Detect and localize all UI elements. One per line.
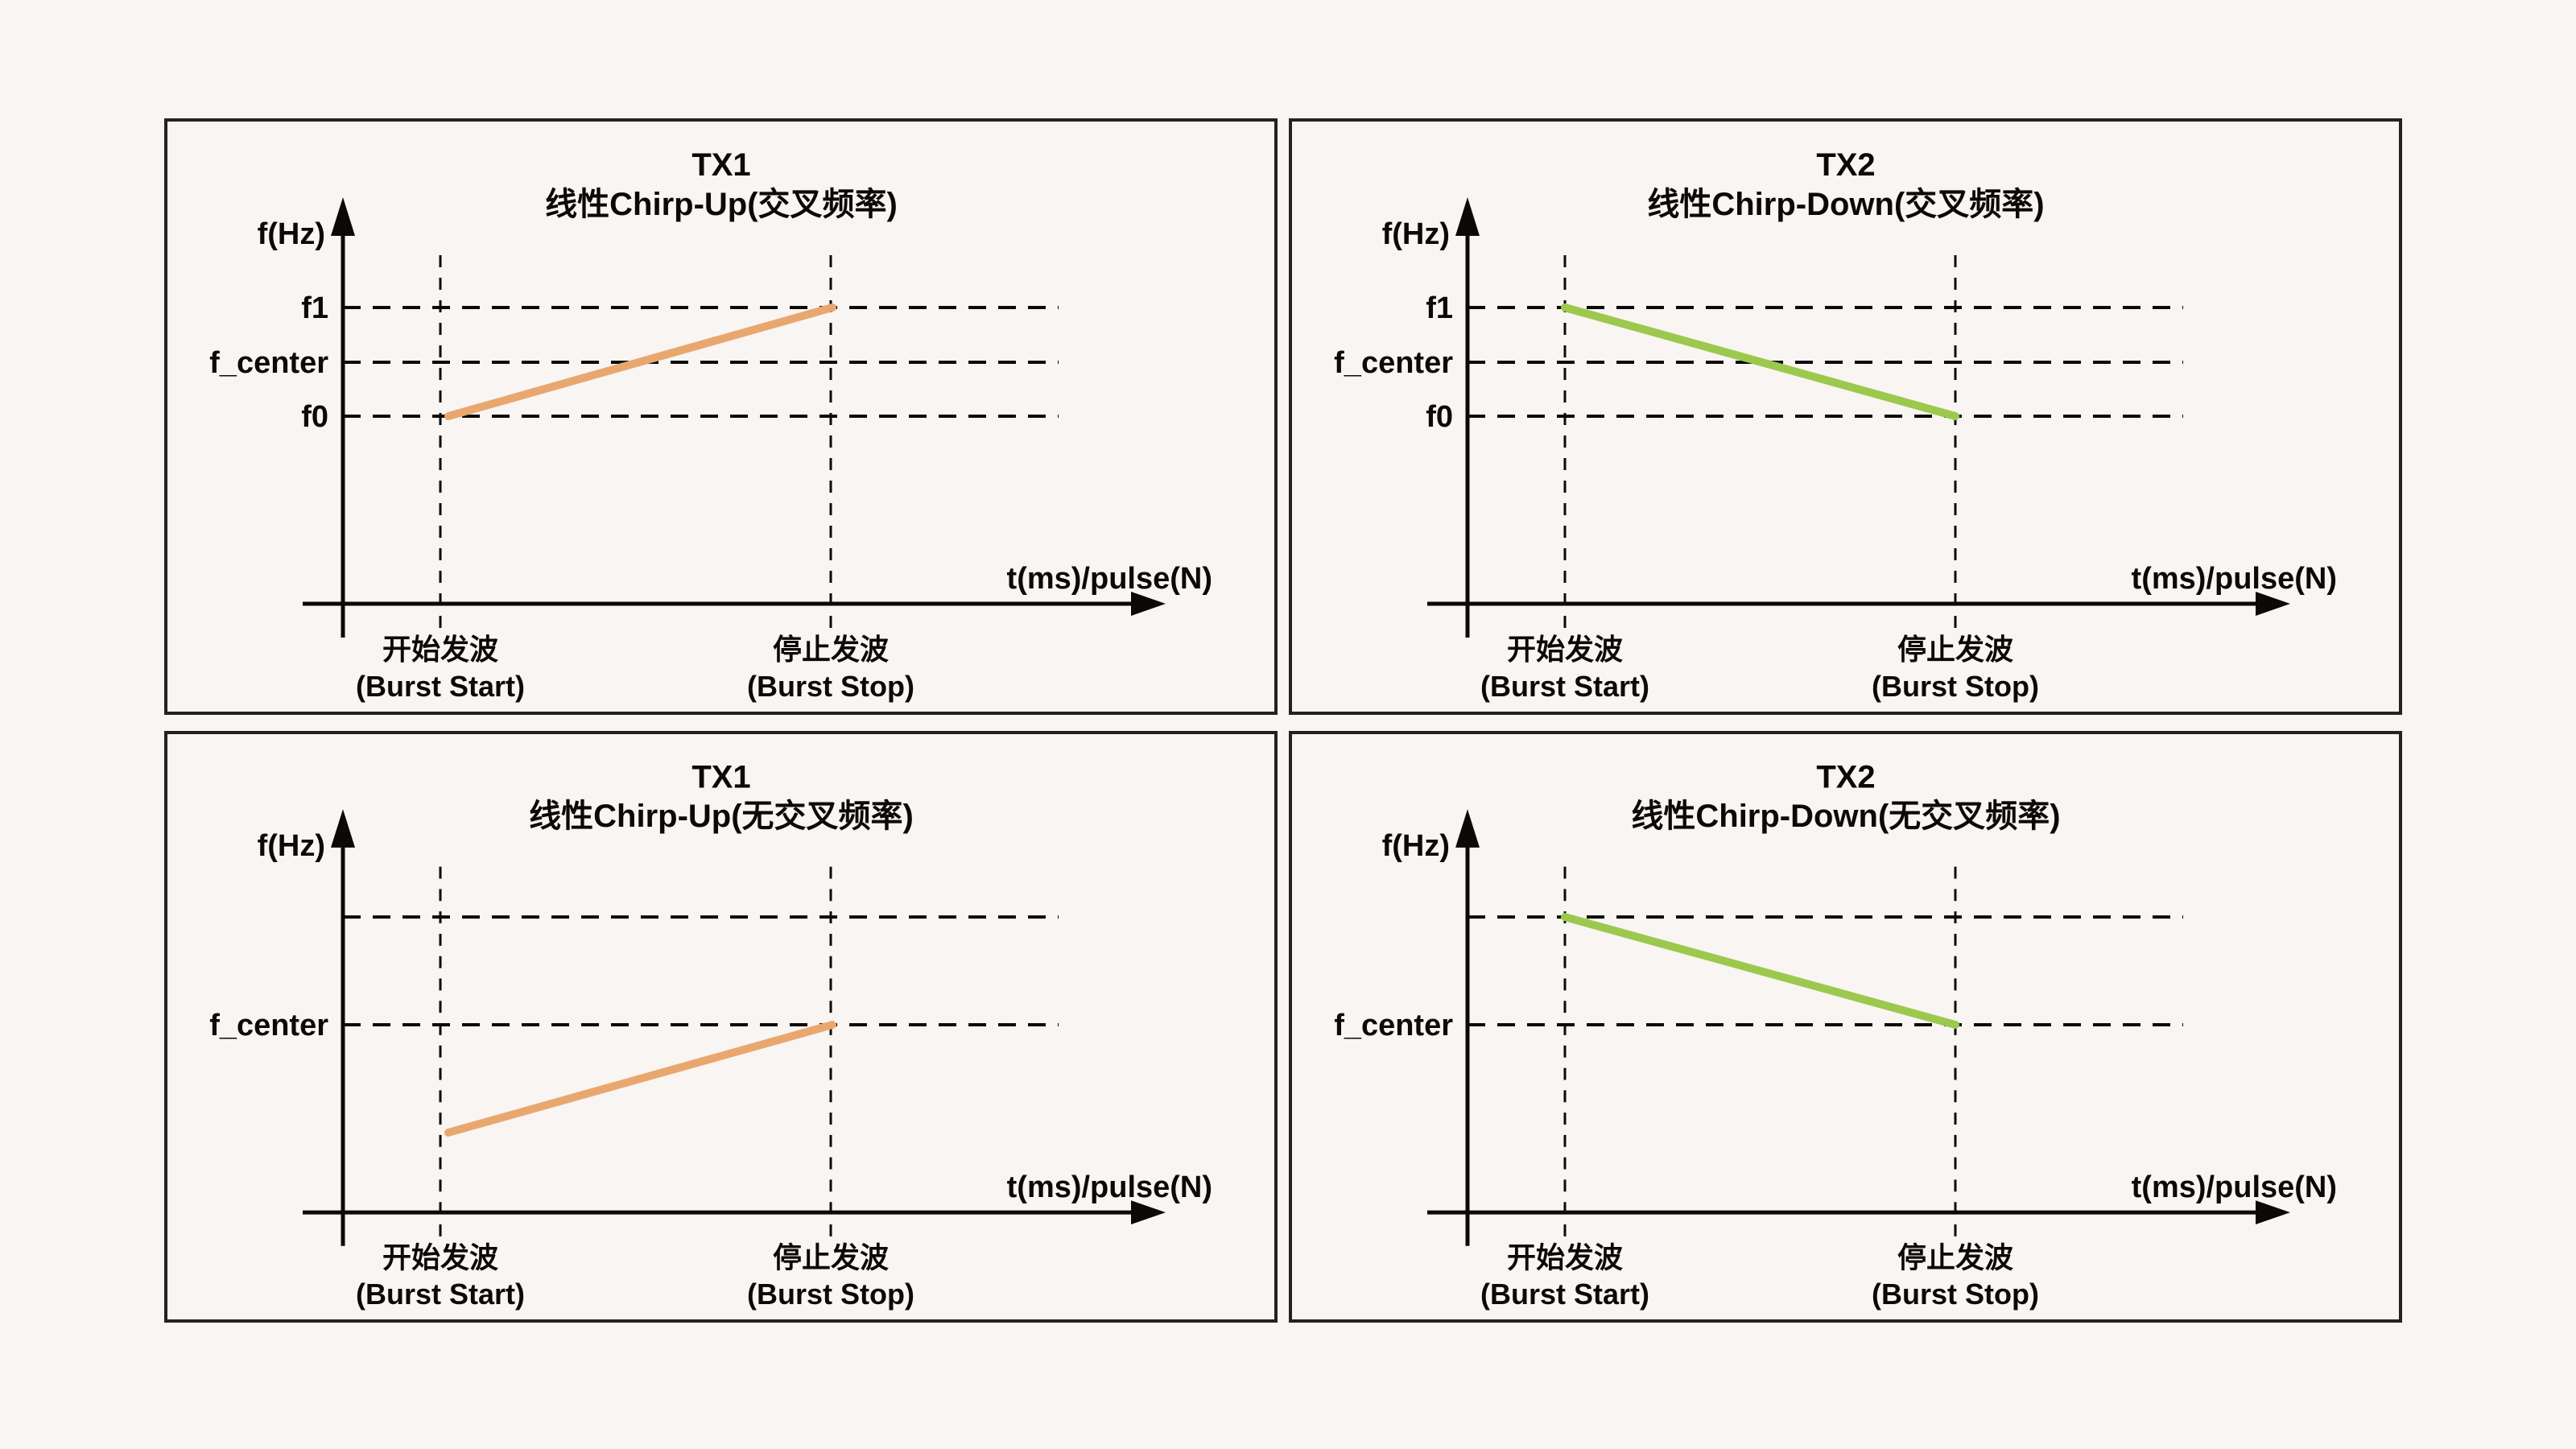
y-axis-label: f(Hz) (1382, 829, 1450, 863)
y-axis-arrow-icon (331, 197, 355, 236)
tick-label-f1: f1 (301, 291, 328, 325)
y-axis-arrow-icon (1455, 197, 1480, 236)
burst-stop-label-en: (Burst Stop) (747, 1278, 914, 1311)
x-axis-label: t(ms)/pulse(N) (2132, 1170, 2337, 1204)
burst-stop-label-en: (Burst Stop) (747, 670, 914, 703)
x-axis-arrow-icon (1131, 1200, 1166, 1224)
tick-label-f1: f1 (1426, 291, 1453, 325)
burst-stop-label-zh: 停止发波 (1897, 633, 2013, 666)
chart-tx2-chirp-down-crossed: TX2 线性Chirp-Down(交叉频率) f(Hz) f1 f_center… (1334, 147, 2337, 703)
chirp-line (444, 303, 836, 420)
y-axis-arrow-icon (1455, 809, 1480, 848)
x-axis-arrow-icon (2256, 592, 2290, 616)
x-axis-label: t(ms)/pulse(N) (2132, 562, 2337, 596)
panel-tx1-chirp-up-crossed: TX1 线性Chirp-Up(交叉频率) f(Hz) f1 f_center f… (164, 118, 1278, 715)
burst-start-label-en: (Burst Start) (1480, 1278, 1649, 1311)
panel-title-line1: TX1 (691, 760, 750, 795)
burst-start-label-zh: 开始发波 (1507, 633, 1623, 666)
tick-label-f-center: f_center (1334, 1009, 1453, 1042)
y-axis-arrow-icon (331, 809, 355, 848)
y-axis-label: f(Hz) (1382, 217, 1450, 251)
burst-stop-label-zh: 停止发波 (773, 1242, 889, 1274)
burst-stop-label-zh: 停止发波 (1897, 1242, 2013, 1274)
burst-start-label-zh: 开始发波 (1507, 1242, 1623, 1274)
burst-start-label-en: (Burst Start) (356, 1278, 525, 1311)
chart-tx1-chirp-up-uncrossed: TX1 线性Chirp-Up(无交叉频率) f(Hz) f_center t(m… (209, 760, 1212, 1311)
panel-title-line2: 线性Chirp-Down(交叉频率) (1647, 187, 2044, 222)
panel-title-line1: TX1 (691, 147, 750, 183)
tick-label-f-center: f_center (1334, 346, 1453, 380)
chirp-line (1561, 303, 1959, 420)
tick-label-f-center: f_center (209, 1009, 328, 1042)
x-axis-arrow-icon (2256, 1200, 2290, 1224)
panel-tx2-chirp-down-uncrossed: TX2 线性Chirp-Down(无交叉频率) f(Hz) f_center t… (1289, 731, 2402, 1323)
figure-grid: TX1 线性Chirp-Up(交叉频率) f(Hz) f1 f_center f… (164, 118, 2402, 1323)
burst-start-label-en: (Burst Start) (356, 670, 525, 703)
panel-tx1-chirp-up-uncrossed: TX1 线性Chirp-Up(无交叉频率) f(Hz) f_center t(m… (164, 731, 1278, 1323)
panel-title-line1: TX2 (1816, 147, 1875, 183)
burst-stop-label-zh: 停止发波 (773, 633, 889, 666)
x-axis-label: t(ms)/pulse(N) (1007, 1170, 1212, 1204)
chirp-line (444, 1021, 836, 1137)
chart-tx2-chirp-down-uncrossed: TX2 线性Chirp-Down(无交叉频率) f(Hz) f_center t… (1334, 760, 2337, 1311)
tick-label-f0: f0 (301, 400, 328, 434)
y-axis-label: f(Hz) (258, 217, 325, 251)
burst-stop-label-en: (Burst Stop) (1872, 670, 2039, 703)
burst-start-label-en: (Burst Start) (1480, 670, 1649, 703)
burst-start-label-zh: 开始发波 (382, 633, 498, 666)
burst-start-label-zh: 开始发波 (382, 1242, 498, 1274)
x-axis-label: t(ms)/pulse(N) (1007, 562, 1212, 596)
panel-tx2-chirp-down-crossed: TX2 线性Chirp-Down(交叉频率) f(Hz) f1 f_center… (1289, 118, 2402, 715)
tick-label-f-center: f_center (209, 346, 328, 380)
burst-stop-label-en: (Burst Stop) (1872, 1278, 2039, 1311)
y-axis-label: f(Hz) (258, 829, 325, 863)
panel-title-line2: 线性Chirp-Up(无交叉频率) (529, 799, 914, 834)
chirp-line (1561, 913, 1959, 1029)
tick-label-f0: f0 (1426, 400, 1453, 434)
panel-title-line2: 线性Chirp-Down(无交叉频率) (1631, 799, 2060, 834)
panel-title-line2: 线性Chirp-Up(交叉频率) (545, 187, 898, 222)
x-axis-arrow-icon (1131, 592, 1166, 616)
chart-tx1-chirp-up-crossed: TX1 线性Chirp-Up(交叉频率) f(Hz) f1 f_center f… (209, 147, 1212, 703)
panel-title-line1: TX2 (1816, 760, 1875, 795)
